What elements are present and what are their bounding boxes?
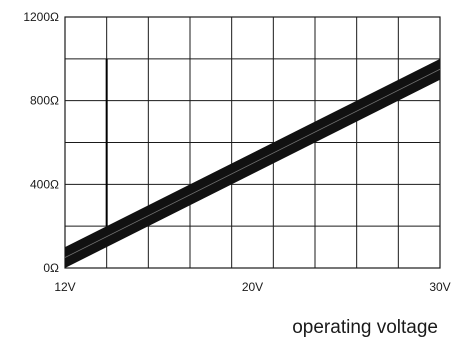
band-center-line bbox=[64, 68, 441, 258]
x-tick-label: 20V bbox=[242, 280, 263, 294]
x-tick-label: 12V bbox=[54, 280, 75, 294]
y-tick-label: 800Ω bbox=[30, 94, 59, 108]
tick-labels: 0Ω 400Ω 800Ω 1200Ω 12V 20V 30V bbox=[23, 10, 450, 294]
plot-frame bbox=[64, 16, 441, 269]
x-tick-label: 30V bbox=[429, 280, 450, 294]
x-axis-title: operating voltage bbox=[292, 317, 438, 338]
y-tick-label: 1200Ω bbox=[23, 10, 59, 24]
y-tick-label: 400Ω bbox=[30, 177, 59, 191]
y-tick-label: 0Ω bbox=[43, 261, 59, 275]
data-band bbox=[64, 58, 441, 269]
